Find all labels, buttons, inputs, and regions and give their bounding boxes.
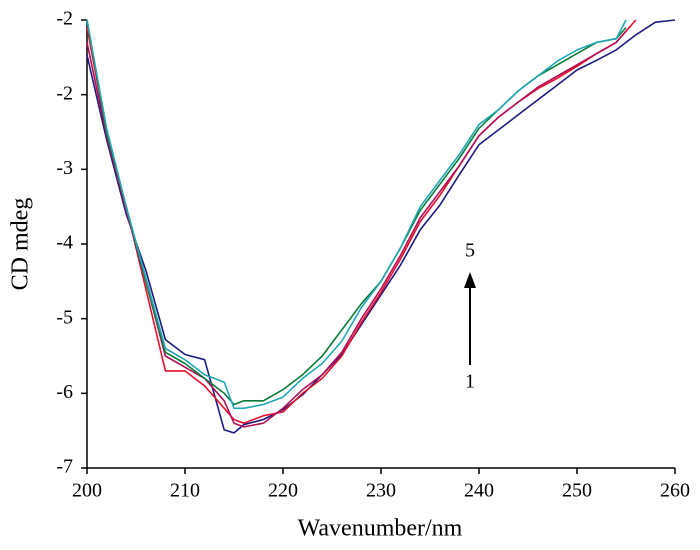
x-tick-label: 260 bbox=[660, 480, 690, 502]
arrow-head bbox=[464, 272, 476, 288]
y-tick-label: -6 bbox=[56, 381, 73, 403]
x-tick-label: 220 bbox=[268, 480, 298, 502]
data-line bbox=[86, 30, 627, 428]
x-tick-label: 200 bbox=[72, 480, 102, 502]
data-line bbox=[86, 19, 627, 406]
y-axis-label: CD mdeg bbox=[8, 198, 34, 291]
y-tick-label: -3 bbox=[56, 157, 73, 179]
x-axis-label: Wavenumber/nm bbox=[298, 516, 463, 542]
x-tick-label: 210 bbox=[170, 480, 200, 502]
y-tick-label: -2 bbox=[56, 8, 73, 30]
x-tick-label: 250 bbox=[562, 480, 592, 502]
annotation: 1 bbox=[465, 371, 475, 393]
x-tick-label: 240 bbox=[464, 480, 494, 502]
x-tick-label: 230 bbox=[366, 480, 396, 502]
annotation: 5 bbox=[465, 240, 475, 262]
y-tick-label: -2 bbox=[56, 82, 73, 104]
y-tick-label: -7 bbox=[56, 456, 73, 478]
data-line bbox=[86, 19, 637, 424]
y-tick-label: -5 bbox=[56, 306, 73, 328]
y-tick-label: -4 bbox=[56, 232, 73, 254]
data-line bbox=[86, 19, 676, 434]
data-line bbox=[86, 19, 627, 410]
